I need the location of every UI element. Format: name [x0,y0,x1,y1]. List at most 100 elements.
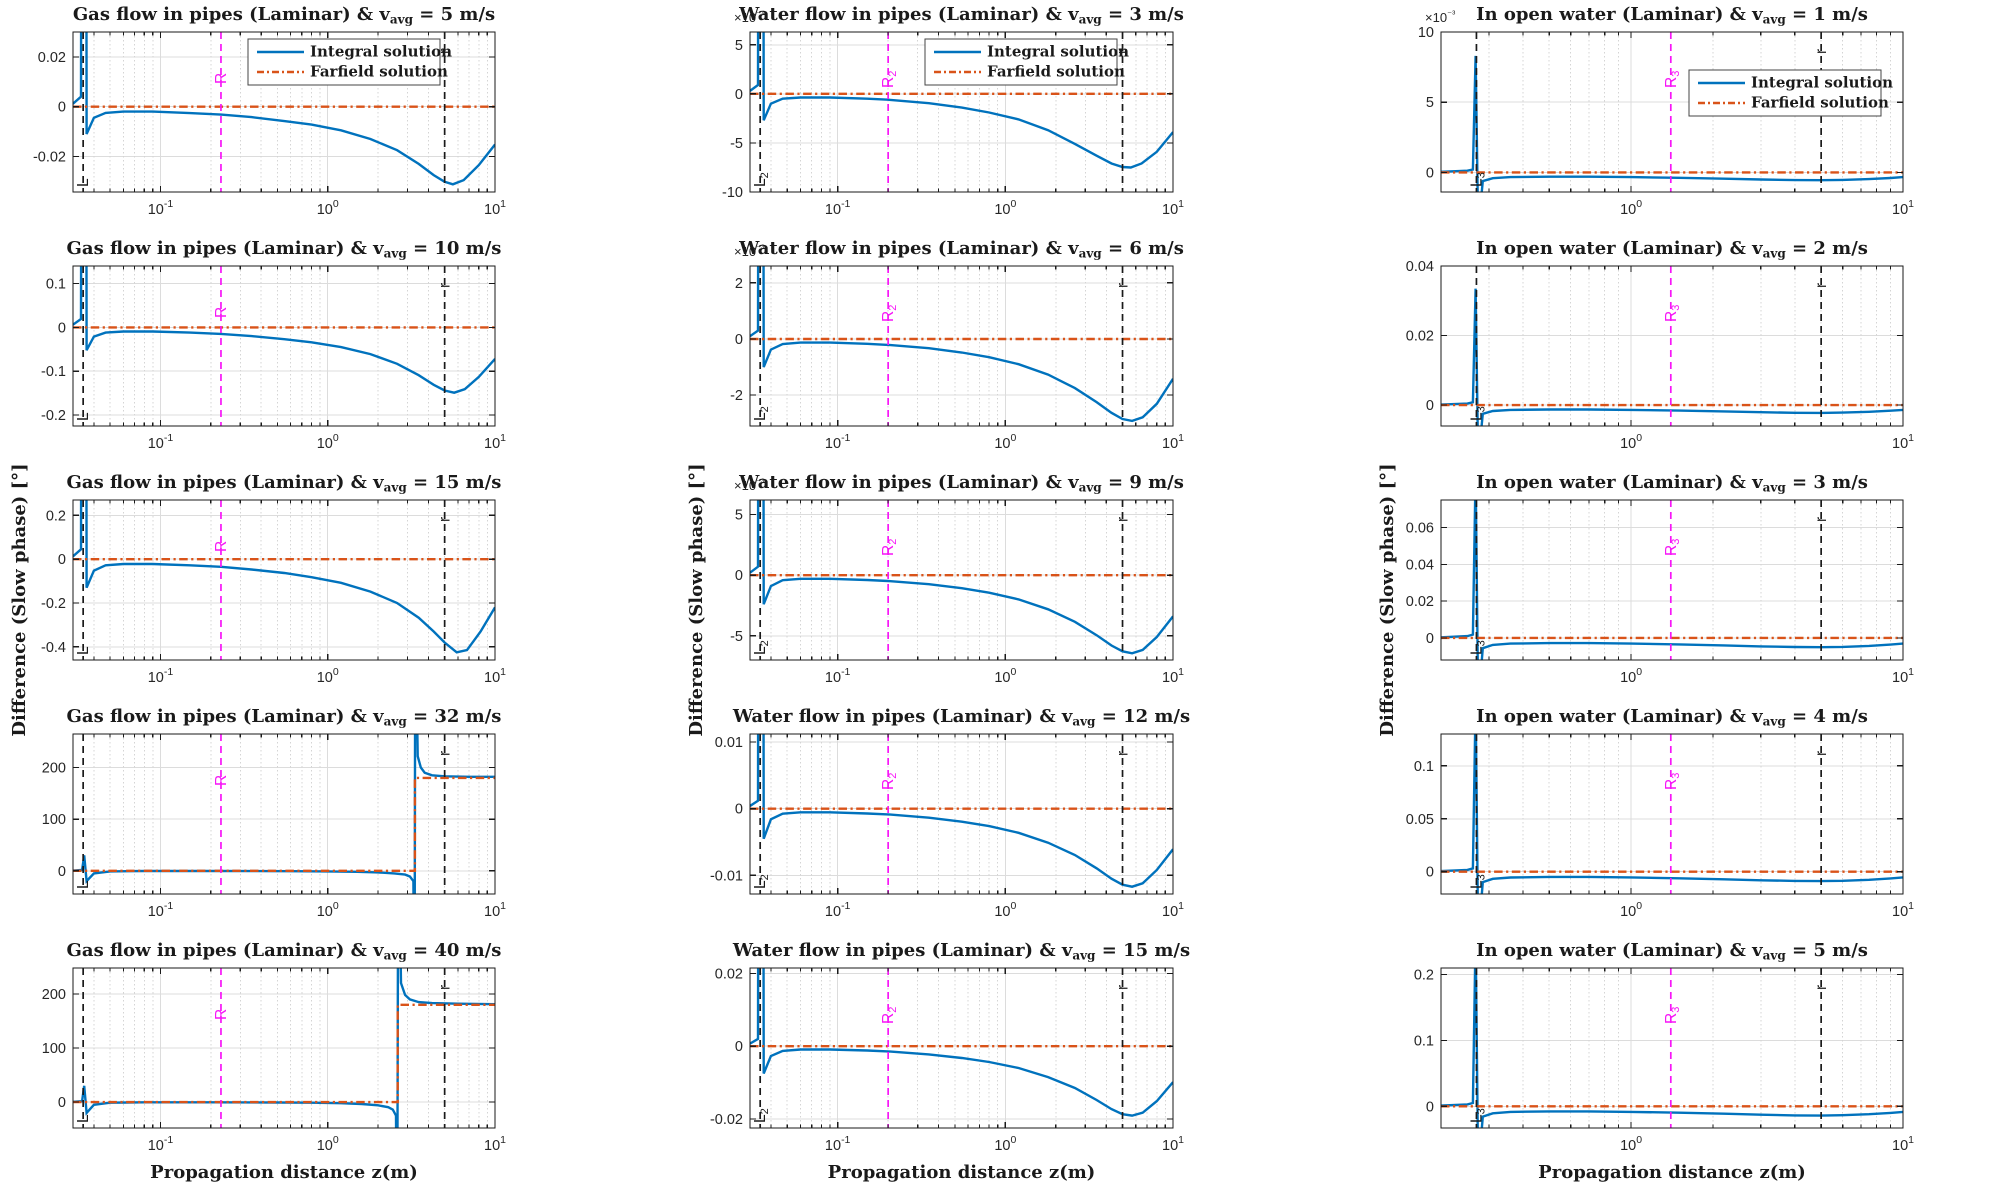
subplot-title: Water flow in pipes (Laminar) & vavg = 3… [738,4,1184,27]
legend: Integral solution Farfield solution [924,38,1129,86]
tick-marks [1441,968,1904,1128]
tick-marks [750,266,1174,426]
marker-label-L: L [75,646,92,655]
legend-integral-label: Integral solution [1751,74,1893,92]
marker-label-R2: R2 [880,539,899,556]
plot-background [73,500,495,660]
x-tick-label: 100 [994,432,1016,452]
axes-border [749,733,1174,895]
plot-background [750,968,1173,1128]
marker-label-L2: L2 [752,1108,771,1123]
y-tick-label: 100 [42,812,66,828]
legend-farfield-label: Farfield solution [310,63,448,81]
subplot-title: Gas flow in pipes (Laminar) & vavg = 32 … [67,706,502,729]
y-tick-label: 5 [1426,95,1434,111]
subplot-title: Gas flow in pipes (Laminar) & vavg = 10 … [67,238,502,261]
x-tick-label: 101 [484,900,506,920]
subplot-title: Water flow in pipes (Laminar) & vavg = 1… [732,940,1190,963]
subplot-title: Water flow in pipes (Laminar) & vavg = 1… [732,706,1190,729]
y-tick-label: 0 [1426,1099,1434,1115]
y-tick-label: 0.1 [1414,759,1434,775]
axes-border [72,31,496,193]
y-tick-label: 0 [58,1095,66,1111]
y-tick-label: 0 [58,320,66,336]
y-tick-label: 0.02 [1406,329,1434,345]
subplot-r1c3: L3 R3 r 10 5 0 100 101 ×10⁻³ In open water (Lamin… [1418,4,1914,218]
y-tick-label: -2 [730,388,743,404]
subplot-title: In open water (Laminar) & vavg = 2 m/s [1476,238,1868,261]
plot-background [73,266,495,426]
marker-label-R: R [213,73,230,84]
marker-label-L3: L3 [1468,640,1487,655]
marker-label-L: L [75,412,92,421]
y-tick-label: -10 [722,185,743,201]
plot-background [750,266,1173,426]
farfield-solution-line [73,1003,495,1104]
integral-solution-line [73,32,495,186]
plot-background [1441,968,1903,1128]
marker-label-R: R [213,541,230,552]
subplot-title: In open water (Laminar) & vavg = 5 m/s [1476,940,1868,963]
x-tick-label: 10-1 [148,198,174,218]
marker-label-R3: R3 [1663,305,1682,322]
y-axis-label: Difference (Slow phase) [°] [9,463,30,736]
subplot-title: In open water (Laminar) & vavg = 1 m/s [1476,4,1868,27]
marker-label-L2: L2 [752,406,771,421]
subplot-r2c3: L3 R3 r 0.04 0.02 0 100 101 In open water (Lamin… [1406,238,1914,452]
y-tick-label: 0.01 [715,735,743,751]
y-axis-label: Difference (Slow phase) [°] [1377,463,1398,736]
marker-label-r: r [1813,751,1830,756]
subplot-title: In open water (Laminar) & vavg = 4 m/s [1476,706,1868,729]
y-tick-label: -0.2 [41,596,66,612]
marker-label-L: L [75,1114,92,1123]
y-tick-label: -0.01 [710,868,743,884]
legend-farfield-label: Farfield solution [1751,94,1889,112]
axes-border [749,265,1174,427]
y-tick-label: -0.1 [41,364,66,380]
axes-border [1440,733,1904,895]
x-tick-label: 101 [484,432,506,452]
marker-label-r: r [437,985,454,990]
subplot-title: Gas flow in pipes (Laminar) & vavg = 15 … [67,472,502,495]
x-tick-label: 100 [1620,1134,1642,1154]
y-tick-label: 0 [735,568,743,584]
y-tick-label: -5 [730,629,743,645]
marker-label-L2: L2 [752,640,771,655]
x-tick-label: 100 [1620,666,1642,686]
legend-integral-label: Integral solution [987,43,1129,61]
y-axis-exponent-label: ×10⁻⁴ [734,9,765,25]
y-tick-label: 0.2 [1414,968,1434,984]
subplot-r3c1: L Rr 0.2 0 -0.2 -0.4 10-1 100 101 Gas flow in pip… [9,463,506,736]
subplot-r3c3: L3 R3 r 0.06 0.04 0.02 0 100 101 In open water (L… [1377,463,1914,736]
x-tick-label: 100 [317,432,339,452]
y-tick-label: 0.1 [46,277,66,293]
integral-solution-line [750,968,1173,1117]
marker-label-R3: R3 [1663,71,1682,88]
subplot-r5c2: L2 R2 r 0.02 0 -0.02 10-1 100 101 Water flow in p… [710,940,1190,1183]
marker-label-L2: L2 [752,874,771,889]
axes-border [1440,967,1904,1129]
x-tick-label: 10-1 [825,900,851,920]
integral-solution-line [73,266,495,394]
x-tick-label: 10-1 [148,900,174,920]
marker-label-L3: L3 [1468,406,1487,421]
integral-solution-line [750,32,1173,169]
marker-label-L3: L3 [1468,172,1487,187]
plot-background [750,734,1173,894]
y-tick-label: 0.1 [1414,1033,1434,1049]
x-tick-label: 101 [1892,666,1914,686]
axes-border [72,733,496,895]
subplot-r4c3: L3 R3 r 0.1 0.05 0 100 101 In open water (Lamina… [1406,706,1914,920]
subplot-r4c2: L2 R2 r 0.01 0 -0.01 10-1 100 101 Water flow in p… [710,706,1190,920]
y-tick-label: 0 [735,332,743,348]
y-tick-label: -0.02 [710,1112,743,1128]
y-tick-label: 0 [58,864,66,880]
marker-label-r: r [1115,985,1132,990]
subplot-title: Gas flow in pipes (Laminar) & vavg = 5 m… [73,4,495,27]
axes-border [72,499,496,661]
x-tick-label: 101 [1162,900,1184,920]
axes-border [72,265,496,427]
y-tick-label: 0.02 [1406,594,1434,610]
